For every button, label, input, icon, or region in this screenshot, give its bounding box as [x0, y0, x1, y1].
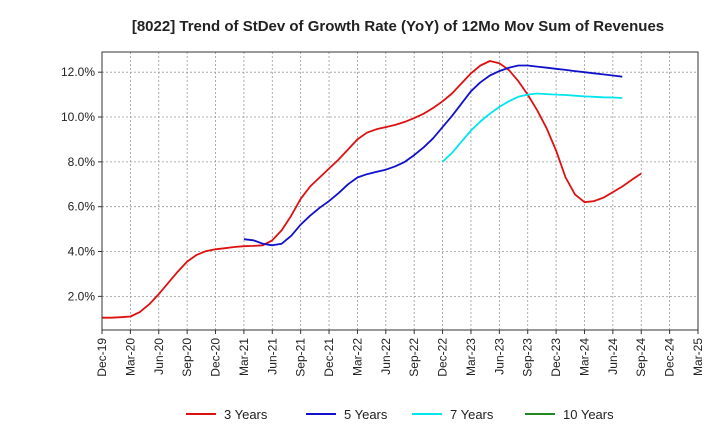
y-tick-label: 6.0%: [68, 200, 96, 214]
x-tick-label: Sep-20: [180, 338, 194, 377]
x-tick-label: Jun-21: [265, 338, 279, 375]
x-tick-label: Sep-24: [634, 338, 648, 377]
x-tick-label: Mar-25: [691, 338, 705, 376]
x-tick-label: Sep-23: [521, 338, 535, 377]
y-tick-label: 2.0%: [68, 289, 96, 303]
x-tick-label: Dec-22: [436, 338, 450, 377]
chart-title: [8022] Trend of StDev of Growth Rate (Yo…: [132, 18, 664, 35]
x-tick-label: Dec-24: [663, 338, 677, 377]
x-tick-label: Dec-21: [322, 338, 336, 377]
x-tick-label: Mar-21: [237, 338, 251, 376]
series-line-7-years: [441, 92, 623, 163]
x-tick-label: Jun-23: [492, 338, 506, 375]
x-axis: Dec-19 Mar-20 Jun-20 Sep-20 Dec-20 Mar-21 Jun-…: [95, 330, 705, 377]
x-tick-label: Mar-23: [464, 338, 478, 376]
x-tick-label: Dec-19: [95, 338, 109, 377]
y-tick-label: 12.0%: [61, 65, 95, 79]
gridlines: [101, 52, 699, 330]
series-line-5-years: [243, 64, 623, 247]
x-tick-label: Jun-24: [606, 338, 620, 375]
x-tick-label: Dec-20: [209, 338, 223, 377]
x-tick-label: Mar-22: [350, 338, 364, 376]
y-tick-label: 8.0%: [68, 155, 96, 169]
legend-label: 3 Years: [224, 407, 268, 422]
series-lines: [102, 60, 642, 319]
legend-label: 10 Years: [563, 407, 614, 422]
legend: 3 Years 5 Years 7 Years 10 Years: [186, 407, 614, 422]
x-tick-label: Sep-21: [294, 338, 308, 377]
y-axis: 2.0% 4.0% 6.0% 8.0% 10.0% 12.0%: [61, 65, 102, 303]
y-tick-label: 10.0%: [61, 110, 95, 124]
x-tick-label: Mar-24: [577, 338, 591, 376]
legend-label: 5 Years: [344, 407, 388, 422]
x-tick-label: Dec-23: [549, 338, 563, 377]
x-tick-label: Mar-20: [123, 338, 137, 376]
x-tick-label: Jun-20: [152, 338, 166, 375]
series-line-3-years: [102, 60, 642, 319]
y-tick-label: 4.0%: [68, 245, 96, 259]
x-tick-label: Sep-22: [407, 338, 421, 377]
plot-area: [101, 51, 699, 331]
legend-label: 7 Years: [450, 407, 494, 422]
x-tick-label: Jun-22: [379, 338, 393, 375]
